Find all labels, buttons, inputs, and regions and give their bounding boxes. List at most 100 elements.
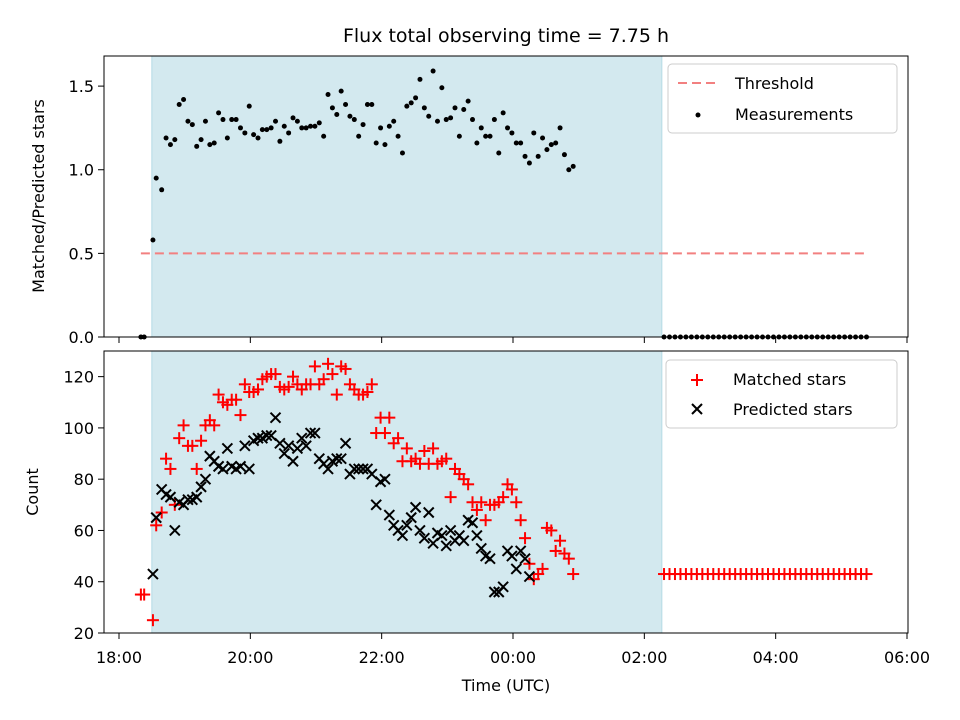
predicted-point <box>304 427 317 439</box>
matched-point <box>549 544 562 557</box>
predicted-point <box>239 440 251 452</box>
measurement-point <box>434 118 440 124</box>
measurement-point <box>518 140 524 146</box>
measurement-point <box>268 125 274 131</box>
predicted-point <box>409 501 422 514</box>
bottom-x-tick-label: 18:00 <box>96 648 142 667</box>
measurement-point <box>194 143 200 149</box>
predicted-point <box>296 432 308 444</box>
measurement-point <box>220 117 226 123</box>
measurement-point <box>496 150 502 156</box>
matched-point <box>326 368 339 381</box>
matched-point <box>378 427 391 440</box>
top-y-axis: 0.0 0.5 1.0 1.5 <box>69 77 104 347</box>
measurement-point <box>303 125 309 131</box>
predicted-point <box>458 535 470 547</box>
measurement-point <box>465 98 471 104</box>
matched-point <box>234 409 247 422</box>
measurement-point <box>566 167 572 173</box>
legend-predicted-label: Predicted stars <box>733 400 853 419</box>
predicted-point <box>510 563 522 575</box>
measurement-point <box>216 110 222 116</box>
bottom-plot-frame <box>103 350 909 634</box>
bottom-y-tick-label: 40 <box>74 573 94 592</box>
predicted-point <box>322 463 334 475</box>
predicted-point <box>357 463 369 475</box>
matched-point <box>462 478 475 491</box>
measurement-point <box>321 133 327 139</box>
bottom-y-tick-label: 80 <box>74 470 94 489</box>
predicted-point <box>190 491 203 503</box>
measurement-point <box>290 115 296 121</box>
legend-threshold-label: Threshold <box>734 74 814 93</box>
measurement-point <box>356 133 362 139</box>
predicted-point <box>484 552 496 565</box>
matched-point <box>238 378 251 391</box>
predicted-point <box>147 568 159 580</box>
bottom-legend: Matched stars Predicted stars <box>665 359 898 429</box>
predicted-point <box>414 524 426 537</box>
measurement-point <box>237 125 243 131</box>
measurement-point <box>338 88 344 94</box>
top-x-ticks <box>118 337 908 343</box>
matched-point <box>392 432 405 445</box>
matched-point <box>330 388 343 401</box>
measurement-point <box>461 107 467 113</box>
measurement-point <box>417 76 423 82</box>
matched-point <box>322 357 335 370</box>
measurement-point <box>351 117 357 123</box>
measurement-point <box>202 118 208 124</box>
matched-point <box>186 439 199 452</box>
predicted-point <box>269 411 282 424</box>
bottom-x-tick-label: 20:00 <box>227 648 273 667</box>
top-y-label: Matched/Predicted stars <box>29 99 48 293</box>
matched-point <box>536 562 549 575</box>
measurement-point <box>391 118 397 124</box>
measurement-point <box>246 103 252 109</box>
matched-point <box>361 386 374 399</box>
measurement-point <box>399 150 405 156</box>
measurement-point <box>343 102 349 108</box>
measurement-point <box>281 123 287 129</box>
predicted-point <box>195 481 207 493</box>
measurement-point <box>487 133 493 139</box>
predicted-point <box>475 542 487 555</box>
measurement-point <box>373 140 379 146</box>
predicted-stars-series <box>147 411 536 598</box>
measurement-point <box>299 125 305 131</box>
predicted-point <box>471 529 483 542</box>
measurement-point <box>500 110 506 116</box>
matched-point <box>475 496 488 509</box>
predicted-point <box>370 499 382 511</box>
matched-point <box>514 514 527 527</box>
predicted-point <box>405 511 417 524</box>
predicted-point <box>217 463 229 475</box>
measurement-point <box>334 112 340 118</box>
bottom-x-tick-label: 04:00 <box>753 648 799 667</box>
matched-point <box>418 444 431 457</box>
matched-point <box>510 496 523 509</box>
measurement-point <box>526 160 532 166</box>
measurement-point <box>456 133 462 139</box>
measurement-point <box>312 123 318 129</box>
bottom-panel: 20 40 60 80 100 120 18:00 20:00 22:00 00:00 02:00… <box>23 350 930 695</box>
predicted-point <box>164 491 177 503</box>
measurement-point <box>570 163 576 169</box>
matched-point <box>440 452 453 465</box>
measurement-point <box>483 133 489 139</box>
measurement-point <box>544 147 550 153</box>
measurement-point <box>395 133 401 139</box>
matched-point <box>146 614 159 627</box>
measurement-point <box>273 118 279 124</box>
predicted-point <box>488 586 501 598</box>
measurement-point <box>264 127 270 133</box>
predicted-point <box>519 552 531 565</box>
top-y-tick-label: 0.5 <box>69 244 94 263</box>
measurement-point <box>426 113 432 119</box>
top-plot-frame <box>103 55 909 338</box>
measurement-point <box>491 117 497 123</box>
bottom-x-axis: 18:00 20:00 22:00 00:00 02:00 04:00 06:00 <box>96 633 930 667</box>
matched-point <box>195 434 208 447</box>
matched-point <box>269 368 282 381</box>
bottom-x-tick-label: 00:00 <box>490 648 536 667</box>
